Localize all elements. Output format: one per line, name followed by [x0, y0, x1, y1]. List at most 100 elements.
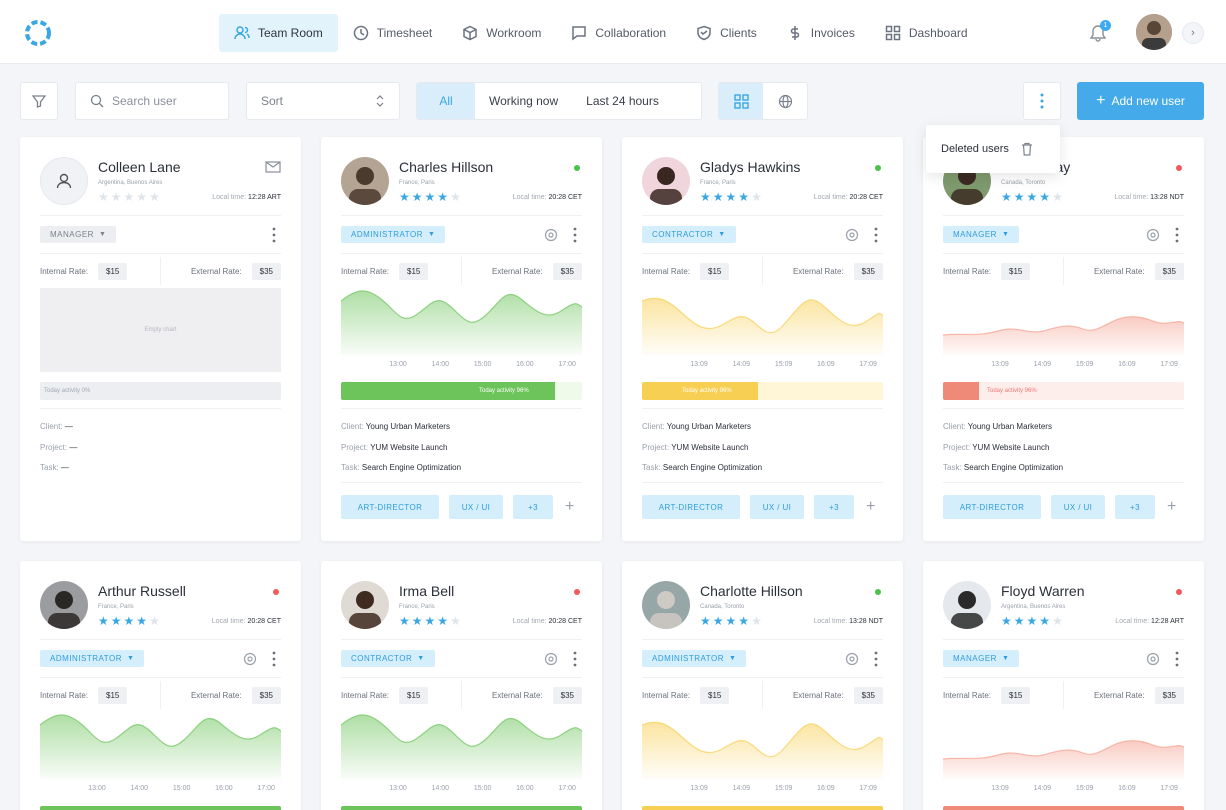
skill-tag[interactable]: UX / UI: [1051, 495, 1105, 519]
add-new-user-button[interactable]: + Add new user: [1077, 82, 1204, 120]
gear-icon[interactable]: [544, 652, 558, 666]
chevron-down-icon: ▼: [728, 655, 737, 662]
skill-tag[interactable]: ART-DIRECTOR: [341, 495, 439, 519]
nav-item-clients[interactable]: Clients: [681, 14, 772, 52]
filter-button[interactable]: [20, 82, 58, 120]
internal-rate: Internal Rate: $15: [40, 263, 128, 280]
user-name[interactable]: Irma Bell: [399, 583, 455, 599]
role-dropdown[interactable]: CONTRACTOR ▼: [341, 650, 435, 667]
star-icon: ★: [1052, 614, 1063, 628]
star-icon: ★: [1039, 190, 1051, 204]
role-dropdown[interactable]: ADMINISTRATOR ▼: [642, 650, 747, 667]
skill-tag[interactable]: +3: [1115, 495, 1155, 519]
client-info: Client: Young Urban Marketers: [943, 422, 1052, 431]
nav-item-timesheet[interactable]: Timesheet: [338, 14, 448, 52]
grid-view-button[interactable]: [719, 83, 763, 119]
divider: [642, 408, 883, 409]
more-options-button[interactable]: [1023, 82, 1061, 120]
kebab-icon[interactable]: [573, 650, 577, 668]
nav-item-workroom[interactable]: Workroom: [447, 14, 556, 52]
filter-tab-last-24-hours[interactable]: Last 24 hours: [586, 94, 659, 108]
gear-icon[interactable]: [243, 652, 257, 666]
gear-icon[interactable]: [1146, 652, 1160, 666]
status-dot: [273, 589, 279, 595]
kebab-icon[interactable]: [874, 226, 878, 244]
sort-label: Sort: [261, 94, 284, 108]
user-location: France, Paris: [399, 180, 435, 186]
star-icon: ★: [424, 614, 436, 628]
user-card[interactable]: Charlotte Hillson Canada, Toronto ★ ★ ★ ★ ★ Loc…: [622, 561, 903, 810]
kebab-icon[interactable]: [573, 226, 577, 244]
divider: [943, 215, 1184, 216]
user-name[interactable]: Arthur Russell: [98, 583, 186, 599]
user-card[interactable]: Irma Bell France, Paris ★ ★ ★ ★ ★ Local time: 2…: [321, 561, 602, 810]
external-rate: External Rate: $35: [1094, 263, 1184, 280]
chevron-right-icon[interactable]: ›: [1182, 22, 1204, 44]
filter-tab-working-now[interactable]: Working now: [489, 94, 559, 108]
user-name[interactable]: Charlotte Hillson: [700, 583, 803, 599]
nav-item-team-room[interactable]: Team Room: [219, 14, 338, 52]
star-icon: ★: [399, 190, 410, 204]
search-input[interactable]: [112, 94, 222, 108]
user-name[interactable]: Floyd Warren: [1001, 583, 1085, 599]
skill-tag[interactable]: +3: [513, 495, 553, 519]
star-icon: ★: [700, 190, 711, 204]
nav-item-dashboard[interactable]: Dashboard: [870, 14, 983, 52]
user-avatar[interactable]: [1136, 14, 1172, 50]
logo-icon[interactable]: [20, 15, 56, 51]
kebab-icon[interactable]: [1175, 650, 1179, 668]
skill-tag[interactable]: UX / UI: [750, 495, 804, 519]
gear-icon[interactable]: [845, 228, 859, 242]
role-label: CONTRACTOR: [351, 654, 413, 663]
star-icon: ★: [1001, 614, 1012, 628]
empty-chart: Empty chart: [40, 288, 281, 372]
deleted-users-menu-item[interactable]: Deleted users: [926, 125, 1060, 173]
user-card[interactable]: Arthur Russell France, Paris ★ ★ ★ ★ ★ Local ti…: [20, 561, 301, 810]
axis-tick-label: 17:00: [558, 361, 576, 368]
user-name[interactable]: Gladys Hawkins: [700, 159, 801, 175]
skill-tag[interactable]: +3: [814, 495, 854, 519]
role-dropdown[interactable]: CONTRACTOR ▼: [642, 226, 736, 243]
add-tag-icon[interactable]: +: [866, 498, 876, 515]
user-card[interactable]: Gladys Hawkins France, Paris ★ ★ ★ ★ ★ Local ti…: [622, 137, 903, 541]
role-label: MANAGER: [50, 230, 94, 239]
nav-item-invoices[interactable]: Invoices: [772, 14, 870, 52]
gear-icon[interactable]: [1146, 228, 1160, 242]
role-dropdown[interactable]: ADMINISTRATOR ▼: [341, 226, 446, 243]
kebab-icon[interactable]: [272, 650, 276, 668]
user-card[interactable]: Colleen Lane Argentina, Buenos Aires ★ ★ ★ ★ ★…: [20, 137, 301, 541]
chevron-down-icon: ▼: [718, 231, 726, 238]
divider: [160, 681, 161, 709]
role-dropdown[interactable]: ADMINISTRATOR ▼: [40, 650, 145, 667]
gear-icon[interactable]: [544, 228, 558, 242]
sort-select[interactable]: Sort: [246, 82, 400, 120]
add-tag-icon[interactable]: +: [1167, 498, 1177, 515]
skill-tag[interactable]: ART-DIRECTOR: [943, 495, 1041, 519]
skill-tag[interactable]: ART-DIRECTOR: [642, 495, 740, 519]
role-dropdown[interactable]: MANAGER ▼: [40, 226, 117, 243]
user-name[interactable]: Charles Hillson: [399, 159, 494, 175]
user-name[interactable]: Colleen Lane: [98, 159, 181, 175]
user-card[interactable]: Floyd Warren Argentina, Buenos Aires ★ ★ ★ ★ ★…: [923, 561, 1204, 810]
map-view-button[interactable]: [763, 83, 807, 119]
external-rate-value: $35: [251, 687, 281, 704]
kebab-icon[interactable]: [272, 226, 276, 244]
user-card[interactable]: Charles Hillson France, Paris ★ ★ ★ ★ ★ Local t…: [321, 137, 602, 541]
nav-item-collaboration[interactable]: Collaboration: [556, 14, 681, 52]
kebab-icon[interactable]: [874, 650, 878, 668]
mail-icon[interactable]: [265, 161, 281, 173]
skill-tags: ART-DIRECTOR UX / UI +3 +: [943, 495, 1176, 519]
gear-icon[interactable]: [845, 652, 859, 666]
add-tag-icon[interactable]: +: [565, 498, 575, 515]
filter-tab-all[interactable]: All: [417, 83, 475, 119]
skill-tag[interactable]: UX / UI: [449, 495, 503, 519]
kebab-icon[interactable]: [1175, 226, 1179, 244]
internal-rate: Internal Rate: $15: [642, 263, 730, 280]
role-dropdown[interactable]: MANAGER ▼: [943, 226, 1020, 243]
local-time: Local time: 20:28 CET: [512, 194, 582, 201]
user-card[interactable]: Sara DelayCanada, Toronto★★★★★Local time…: [923, 137, 1204, 541]
divider: [943, 639, 1184, 640]
role-dropdown[interactable]: MANAGER ▼: [943, 650, 1020, 667]
skill-tags: ART-DIRECTOR UX / UI +3 +: [341, 495, 574, 519]
